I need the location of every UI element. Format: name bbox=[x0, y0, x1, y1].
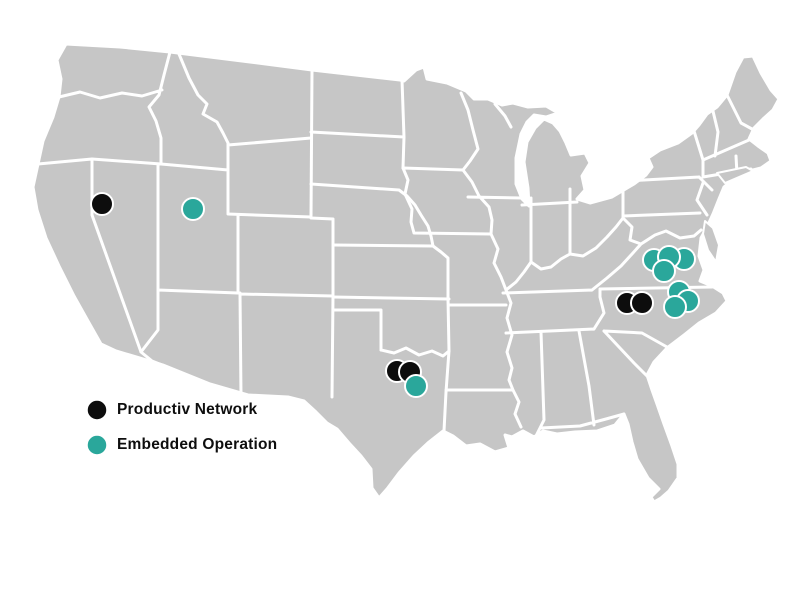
embedded-operation-marker-virginia-bottom bbox=[652, 259, 676, 283]
legend-item-embedded-operation: Embedded Operation bbox=[86, 434, 277, 456]
productiv-network-marker-nevada bbox=[90, 192, 114, 216]
legend: Productiv Network Embedded Operation bbox=[86, 399, 277, 456]
productiv-network-swatch bbox=[86, 399, 108, 421]
productiv-network-dot-icon bbox=[86, 399, 108, 421]
embedded-operation-marker-utah bbox=[181, 197, 205, 221]
productiv-network-label: Productiv Network bbox=[117, 401, 258, 418]
productiv-network-marker-central-north-carolina-2 bbox=[630, 291, 654, 315]
embedded-operation-marker-north-texas bbox=[404, 374, 428, 398]
state-borders-west bbox=[36, 50, 435, 399]
delmarva-peninsula bbox=[702, 220, 720, 263]
embedded-operation-marker-east-north-carolina-bottom bbox=[663, 295, 687, 319]
state-borders-central bbox=[331, 91, 579, 433]
legend-item-productiv-network: Productiv Network bbox=[86, 399, 277, 421]
long-island bbox=[716, 166, 754, 184]
markers-layer bbox=[90, 192, 700, 398]
embedded-operation-dot-icon bbox=[86, 434, 108, 456]
embedded-operation-label: Embedded Operation bbox=[117, 436, 278, 453]
embedded-operation-swatch bbox=[86, 434, 108, 456]
